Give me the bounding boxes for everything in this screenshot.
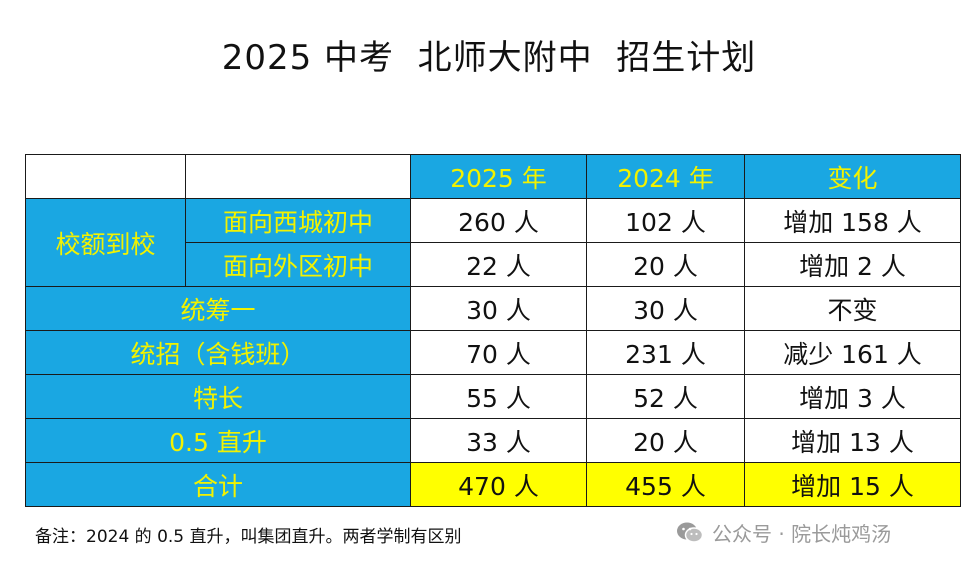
- total-2025: 470 人: [410, 462, 587, 507]
- value-change: 增加 13 人: [744, 418, 961, 463]
- value-change: 增加 158 人: [744, 198, 961, 243]
- value-2025: 55 人: [410, 374, 587, 419]
- footnote: 备注：2024 的 0.5 直升，叫集团直升。两者学制有区别: [35, 527, 462, 547]
- table-row: 统筹一 30 人 30 人 不变: [25, 286, 961, 331]
- page-title: 2025 中考 北师大附中 招生计划: [221, 38, 757, 78]
- empty-corner-cell: [25, 154, 186, 199]
- value-2024: 102 人: [586, 198, 745, 243]
- wechat-icon: [676, 521, 704, 545]
- table-row: 校额到校 面向西城初中 260 人 102 人 增加 158 人: [25, 198, 961, 287]
- row-label: 0.5 直升: [25, 418, 411, 463]
- value-2024: 20 人: [586, 242, 745, 287]
- value-2025: 260 人: [410, 198, 587, 243]
- row-label: 特长: [25, 374, 411, 419]
- value-change: 增加 3 人: [744, 374, 961, 419]
- column-header-change: 变化: [744, 154, 961, 199]
- admission-plan-table: 2025 年 2024 年 变化 校额到校 面向西城初中 260 人 102 人…: [25, 154, 961, 507]
- column-header-2024: 2024 年: [586, 154, 745, 199]
- value-2025: 22 人: [410, 242, 587, 287]
- value-2024: 231 人: [586, 330, 745, 375]
- value-2024: 20 人: [586, 418, 745, 463]
- row-label: 面向西城初中: [185, 198, 411, 243]
- table-row: 特长 55 人 52 人 增加 3 人: [25, 374, 961, 419]
- total-change: 增加 15 人: [744, 462, 961, 507]
- header-row: 2025 年 2024 年 变化: [25, 154, 961, 199]
- column-header-2025: 2025 年: [410, 154, 587, 199]
- value-2024: 52 人: [586, 374, 745, 419]
- table-row: 0.5 直升 33 人 20 人 增加 13 人: [25, 418, 961, 463]
- row-label: 统招（含钱班）: [25, 330, 411, 375]
- account-watermark: 公众号 · 院长炖鸡汤: [676, 518, 891, 547]
- value-change: 不变: [744, 286, 961, 331]
- value-2025: 70 人: [410, 330, 587, 375]
- table-row: 面向外区初中 22 人 20 人 增加 2 人: [26, 242, 961, 287]
- row-label: 统筹一: [25, 286, 411, 331]
- value-change: 减少 161 人: [744, 330, 961, 375]
- empty-corner-cell: [185, 154, 411, 199]
- total-label: 合计: [25, 462, 411, 507]
- value-2025: 33 人: [410, 418, 587, 463]
- total-row: 合计 470 人 455 人 增加 15 人: [25, 462, 961, 507]
- account-name: 公众号 · 院长炖鸡汤: [712, 522, 892, 546]
- value-2024: 30 人: [586, 286, 745, 331]
- value-2025: 30 人: [410, 286, 587, 331]
- row-group-label: 校额到校: [25, 198, 186, 287]
- table-row: 统招（含钱班） 70 人 231 人 减少 161 人: [25, 330, 961, 375]
- total-2024: 455 人: [586, 462, 745, 507]
- value-change: 增加 2 人: [744, 242, 961, 287]
- row-label: 面向外区初中: [185, 242, 411, 287]
